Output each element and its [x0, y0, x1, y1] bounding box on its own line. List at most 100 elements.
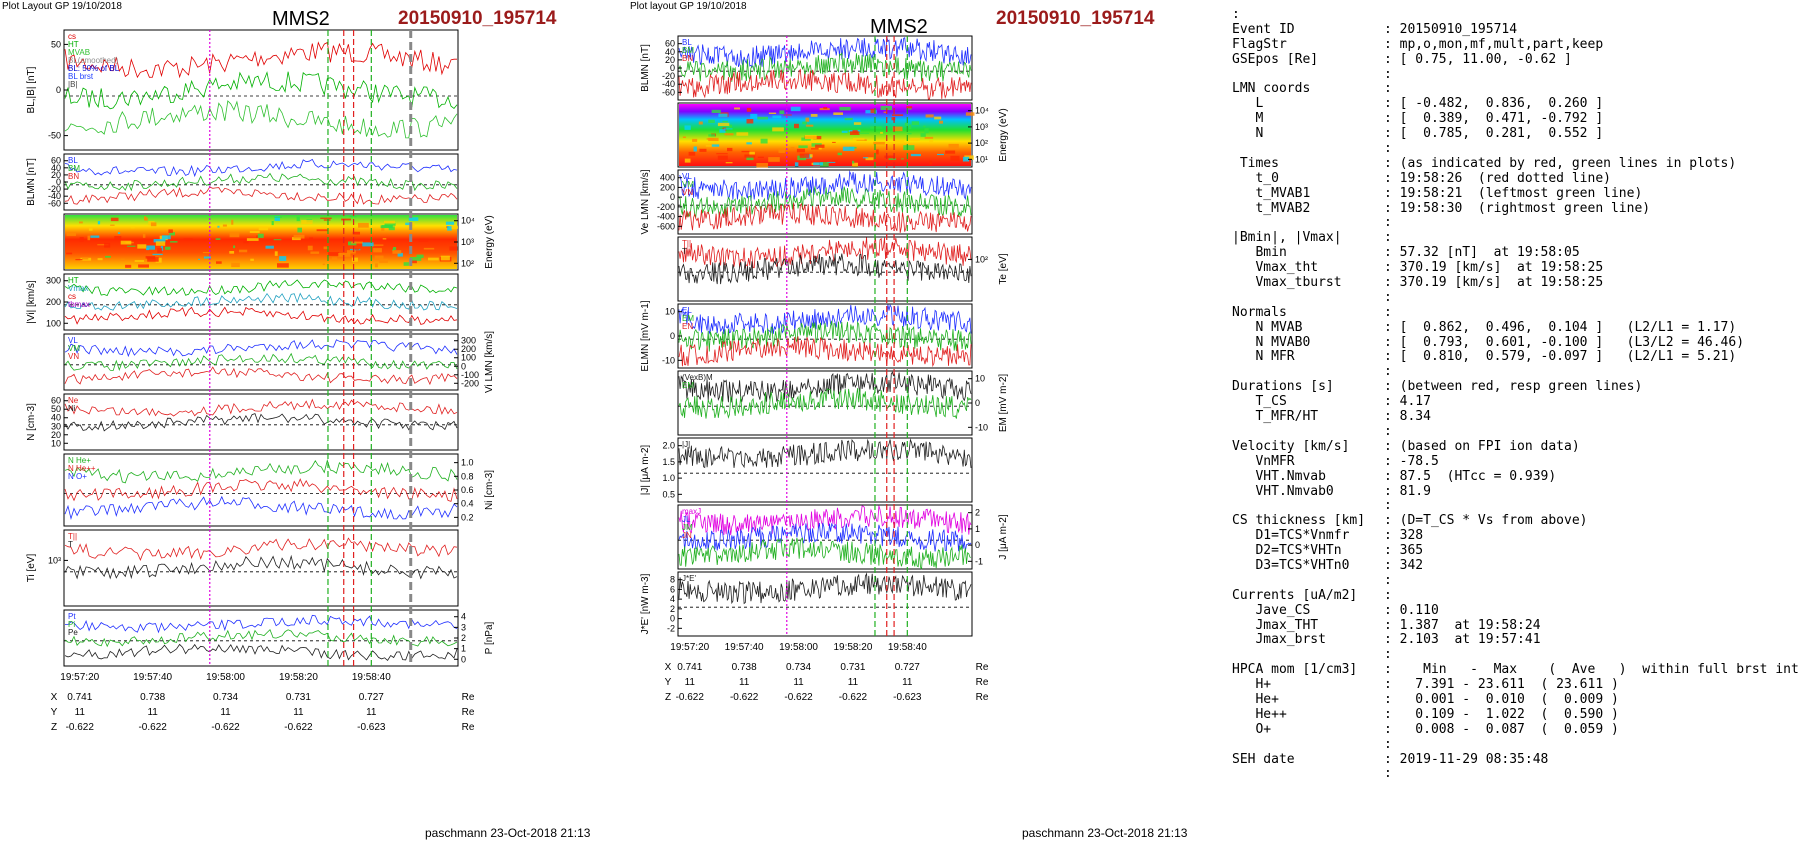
summary-row: HPCA mom [1/cm3]: Min - Max ( Ave ) with…: [1232, 663, 1800, 678]
summary-row: Durations [s]: (between red, resp green …: [1232, 380, 1800, 395]
summary-key: Currents [uA/m2]: [1232, 588, 1358, 603]
spectrogram-cell: [842, 146, 855, 151]
spectrogram-cell: [863, 157, 869, 159]
y-tick-label: 20: [665, 55, 675, 65]
ephemeris-unit: Re: [976, 662, 989, 673]
y-tick-label: 40: [665, 47, 675, 57]
data-trace: [678, 388, 972, 419]
spectrogram-cell: [794, 123, 799, 129]
spectrogram-cell: [939, 120, 943, 124]
y-axis-label: N [cm-3]: [26, 403, 37, 441]
right-axis-label: Energy (eV): [998, 108, 1009, 161]
summary-key: t_0: [1232, 171, 1279, 186]
spectrogram-cell: [338, 253, 342, 257]
ephemeris-value: 11: [685, 677, 696, 688]
summary-value: : (as indicated by red, green lines in p…: [1384, 156, 1737, 171]
spectrogram-cell: [734, 107, 740, 110]
summary-value: : 20150910_195714: [1384, 22, 1518, 37]
summary-key: LMN coords: [1232, 82, 1311, 97]
summary-key: Velocity [km/s]: [1232, 439, 1350, 454]
spectrogram-cell: [802, 121, 807, 125]
spectrogram-cell: [340, 253, 351, 257]
spectrogram-cell: [813, 162, 823, 166]
spectrogram-cell: [316, 229, 329, 232]
spectrogram-cell: [381, 226, 385, 232]
spectrogram-cell: [757, 116, 768, 120]
right-panel-6: 2.0 1.5 1.0 0.5 |J| [μA m-2] |J|: [640, 437, 973, 503]
spectrogram-cell: [910, 137, 920, 141]
spectrogram-cell: [699, 148, 707, 152]
summary-row: VHT.Nmvab: 87.5 (HTcc = 0.939): [1232, 470, 1800, 485]
legend-entry: VM: [682, 180, 694, 189]
spectrogram-cell: [894, 140, 905, 144]
spectrogram-cell: [880, 131, 883, 134]
legend-entry: EM: [682, 381, 694, 390]
summary-row: N MVAB: [ 0.862, 0.496, 0.104 ] (L2/L1 =…: [1232, 321, 1800, 336]
spectrogram-cell: [790, 147, 795, 150]
spectrogram-cell: [717, 155, 728, 160]
spectrogram-cell: [292, 237, 301, 241]
data-trace: [678, 237, 972, 269]
spectrogram-cell: [105, 255, 111, 258]
spectrogram-cell: [908, 108, 912, 110]
summary-value: :: [1384, 305, 1392, 320]
spectrogram-cell: [883, 111, 887, 113]
right-tick-label: 10²: [461, 258, 474, 268]
right-panel-5: 10 0 -10 EM [mV m-2] (VexB)MEM: [677, 370, 1009, 436]
data-trace: [64, 71, 458, 110]
spectrogram-cell: [374, 255, 384, 259]
y-tick-label: 60: [51, 396, 61, 406]
data-trace: [678, 371, 972, 403]
ephemeris-value: 11: [793, 677, 804, 688]
legend-entry: BL: 50% of BL: [68, 64, 120, 73]
spectrogram-cell: [876, 149, 879, 155]
spectrogram-cell: [88, 228, 93, 231]
summary-row: He++: 0.109 - 1.022 ( 0.590 ): [1232, 708, 1800, 723]
right-tick-label: 1: [975, 524, 980, 534]
spectrogram-cell: [870, 126, 883, 129]
spectrogram-cell: [790, 106, 801, 112]
spectrogram-cell: [779, 110, 785, 115]
spectrogram-cell: [249, 230, 260, 233]
data-trace: [678, 537, 972, 570]
spectrogram-cell: [358, 222, 369, 228]
y-tick-label: 1.0: [662, 473, 675, 483]
right-plot-header: Plot layout GP 19/10/2018: [630, 1, 747, 12]
spectrogram-cell: [772, 127, 784, 132]
spectrogram-cell: [881, 142, 892, 145]
ephemeris-value: 0.727: [895, 662, 920, 673]
spectrogram-cell: [827, 161, 836, 163]
spectrogram-cell: [693, 146, 697, 152]
summary-row: N MVAB0: [ 0.793, 0.601, -0.100 ] (L3/L2…: [1232, 336, 1800, 351]
right-tick-label: 100: [461, 353, 476, 363]
panel-frame: [63, 333, 459, 391]
spectrogram-cell: [110, 224, 115, 226]
spectrogram-cell: [736, 132, 749, 136]
spectrogram-cell: [750, 113, 758, 119]
spectrogram-cell: [155, 241, 166, 246]
left-spacecraft-title: MMS2: [272, 8, 330, 30]
spectrogram-cell: [705, 145, 716, 147]
panel-frame: [677, 437, 973, 503]
spectrogram-cell: [371, 244, 384, 246]
summary-row: t_0: 19:58:26 (red dotted line): [1232, 172, 1800, 187]
spectrogram-cell: [423, 247, 435, 250]
spectrogram-cell: [911, 121, 919, 126]
spectrogram-cell: [948, 143, 959, 149]
spectrogram-cell: [168, 229, 173, 233]
summary-row: Velocity [km/s]: (based on FPI ion data): [1232, 440, 1800, 455]
spectrogram-cell: [719, 129, 726, 133]
legend-entry: T: [682, 247, 687, 256]
y-axis-label: J*E' [nW m-3]: [640, 573, 651, 634]
data-trace: [64, 537, 458, 561]
summary-key: L: [1232, 97, 1264, 112]
spectrogram-cell: [301, 220, 313, 225]
spectrogram-cell: [351, 241, 363, 244]
y-tick-label: 50: [51, 404, 61, 414]
spectrogram-cell: [950, 155, 960, 161]
summary-value: :: [1384, 424, 1392, 439]
ephemeris-label: Z: [665, 692, 671, 703]
spectrogram-cell: [120, 258, 125, 262]
data-trace: [678, 438, 972, 469]
